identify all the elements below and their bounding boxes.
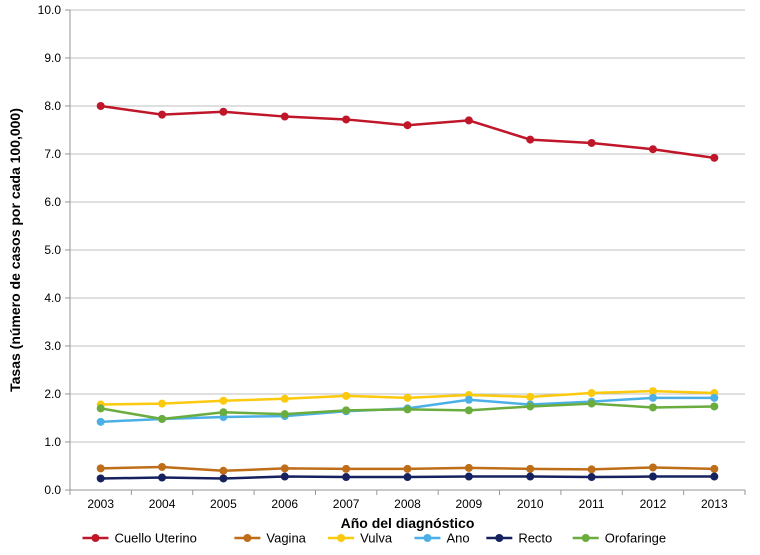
series-marker [219, 467, 227, 475]
y-tick-label: 2.0 [44, 387, 61, 401]
legend-label: Vagina [266, 531, 306, 546]
legend-label: Vulva [360, 531, 393, 546]
legend-label: Recto [518, 531, 552, 546]
y-tick-label: 1.0 [44, 435, 61, 449]
series-marker [158, 463, 166, 471]
series-marker [465, 396, 473, 404]
series-marker [588, 400, 596, 408]
series-marker [465, 406, 473, 414]
series-marker [649, 463, 657, 471]
x-tick-label: 2011 [579, 497, 605, 511]
series-marker [219, 108, 227, 116]
legend-swatch-marker [423, 534, 431, 542]
y-tick-label: 0.0 [44, 483, 61, 497]
legend-swatch-marker [91, 534, 99, 542]
x-tick-label: 2005 [210, 497, 237, 511]
series-marker [588, 389, 596, 397]
series-marker [649, 145, 657, 153]
legend-swatch-marker [243, 534, 251, 542]
series-marker [281, 113, 289, 121]
series-marker [342, 473, 350, 481]
series-marker [710, 465, 718, 473]
x-tick-label: 2013 [701, 497, 728, 511]
series-marker [342, 406, 350, 414]
series-marker [342, 465, 350, 473]
series-marker [158, 400, 166, 408]
line-chart: 0.0 1.0 2.0 3.0 4.0 5.0 6.0 7.0 8.0 9.0 10.0 2003 20… [0, 0, 760, 555]
series-marker [588, 139, 596, 147]
series-marker [526, 136, 534, 144]
series-marker [404, 394, 412, 402]
y-tick-label: 10.0 [38, 3, 62, 17]
series-marker [158, 111, 166, 119]
series-marker [526, 402, 534, 410]
series-marker [404, 405, 412, 413]
series-marker [710, 473, 718, 481]
series-marker [649, 403, 657, 411]
legend-swatch-marker [337, 534, 345, 542]
y-tick-label: 3.0 [44, 339, 61, 353]
series-marker [342, 115, 350, 123]
x-tick-label: 2010 [517, 497, 544, 511]
series-marker [404, 473, 412, 481]
legend-label: Orofaringe [605, 531, 666, 546]
series-marker [588, 465, 596, 473]
legend-label: Cuello Uterino [114, 531, 196, 546]
y-tick-label: 6.0 [44, 195, 61, 209]
series-marker [404, 465, 412, 473]
series-marker [526, 465, 534, 473]
legend-swatch-marker [582, 534, 590, 542]
series-marker [465, 473, 473, 481]
x-axis-label: Año del diagnóstico [341, 515, 475, 531]
series-marker [588, 473, 596, 481]
y-axis-label: Tasas (número de casos por cada 100,000) [7, 108, 23, 392]
series-marker [97, 464, 105, 472]
series-marker [219, 474, 227, 482]
series-marker [404, 121, 412, 129]
legend-label: Ano [446, 531, 469, 546]
series-marker [526, 473, 534, 481]
series-marker [97, 404, 105, 412]
series-marker [219, 408, 227, 416]
series-marker [649, 394, 657, 402]
series-marker [710, 402, 718, 410]
x-tick-label: 2012 [640, 497, 667, 511]
y-tick-label: 7.0 [44, 147, 61, 161]
series-marker [281, 395, 289, 403]
legend-swatch-marker [495, 534, 503, 542]
series-marker [649, 473, 657, 481]
y-tick-label: 9.0 [44, 51, 61, 65]
chart-container: 0.0 1.0 2.0 3.0 4.0 5.0 6.0 7.0 8.0 9.0 10.0 2003 20… [0, 0, 760, 555]
series-marker [219, 397, 227, 405]
series-marker [710, 154, 718, 162]
series-marker [526, 393, 534, 401]
series-marker [97, 102, 105, 110]
series-marker [281, 473, 289, 481]
series-marker [158, 474, 166, 482]
y-tick-label: 5.0 [44, 243, 61, 257]
x-tick-label: 2009 [456, 497, 483, 511]
y-tick-label: 8.0 [44, 99, 61, 113]
x-tick-label: 2004 [149, 497, 176, 511]
series-marker [465, 464, 473, 472]
x-tick-label: 2003 [87, 497, 114, 511]
series-marker [710, 394, 718, 402]
x-tick-label: 2008 [394, 497, 421, 511]
series-marker [97, 418, 105, 426]
series-marker [97, 474, 105, 482]
x-tick-label: 2007 [333, 497, 360, 511]
series-marker [158, 415, 166, 423]
series-marker [281, 464, 289, 472]
series-marker [465, 116, 473, 124]
y-tick-label: 4.0 [44, 291, 61, 305]
x-tick-label: 2006 [271, 497, 298, 511]
series-marker [281, 410, 289, 418]
series-marker [342, 392, 350, 400]
